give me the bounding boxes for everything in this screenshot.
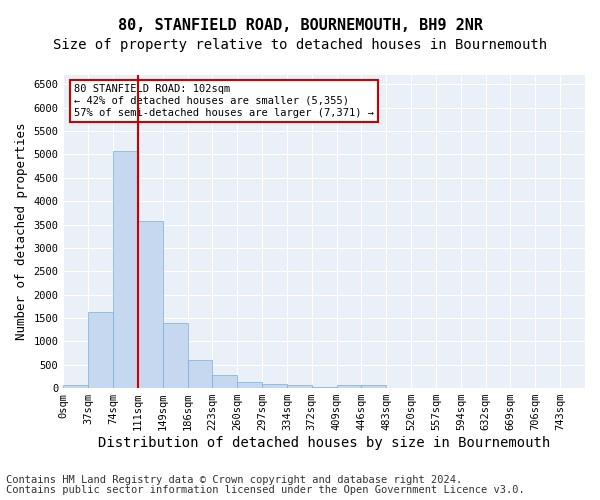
Bar — [312, 387, 337, 388]
Bar — [361, 386, 386, 388]
Bar — [262, 384, 287, 388]
Bar — [237, 382, 262, 388]
Text: 80 STANFIELD ROAD: 102sqm
← 42% of detached houses are smaller (5,355)
57% of se: 80 STANFIELD ROAD: 102sqm ← 42% of detac… — [74, 84, 374, 117]
Bar — [64, 384, 88, 388]
Bar — [337, 386, 361, 388]
Bar — [138, 221, 163, 388]
Bar — [287, 386, 312, 388]
Text: Contains HM Land Registry data © Crown copyright and database right 2024.: Contains HM Land Registry data © Crown c… — [6, 475, 462, 485]
Text: Contains public sector information licensed under the Open Government Licence v3: Contains public sector information licen… — [6, 485, 525, 495]
Y-axis label: Number of detached properties: Number of detached properties — [15, 123, 28, 340]
Bar — [188, 360, 212, 388]
Text: Size of property relative to detached houses in Bournemouth: Size of property relative to detached ho… — [53, 38, 547, 52]
Bar — [88, 312, 113, 388]
X-axis label: Distribution of detached houses by size in Bournemouth: Distribution of detached houses by size … — [98, 436, 550, 450]
Bar — [212, 375, 237, 388]
Bar — [113, 151, 138, 388]
Text: 80, STANFIELD ROAD, BOURNEMOUTH, BH9 2NR: 80, STANFIELD ROAD, BOURNEMOUTH, BH9 2NR — [118, 18, 482, 32]
Bar — [163, 322, 188, 388]
